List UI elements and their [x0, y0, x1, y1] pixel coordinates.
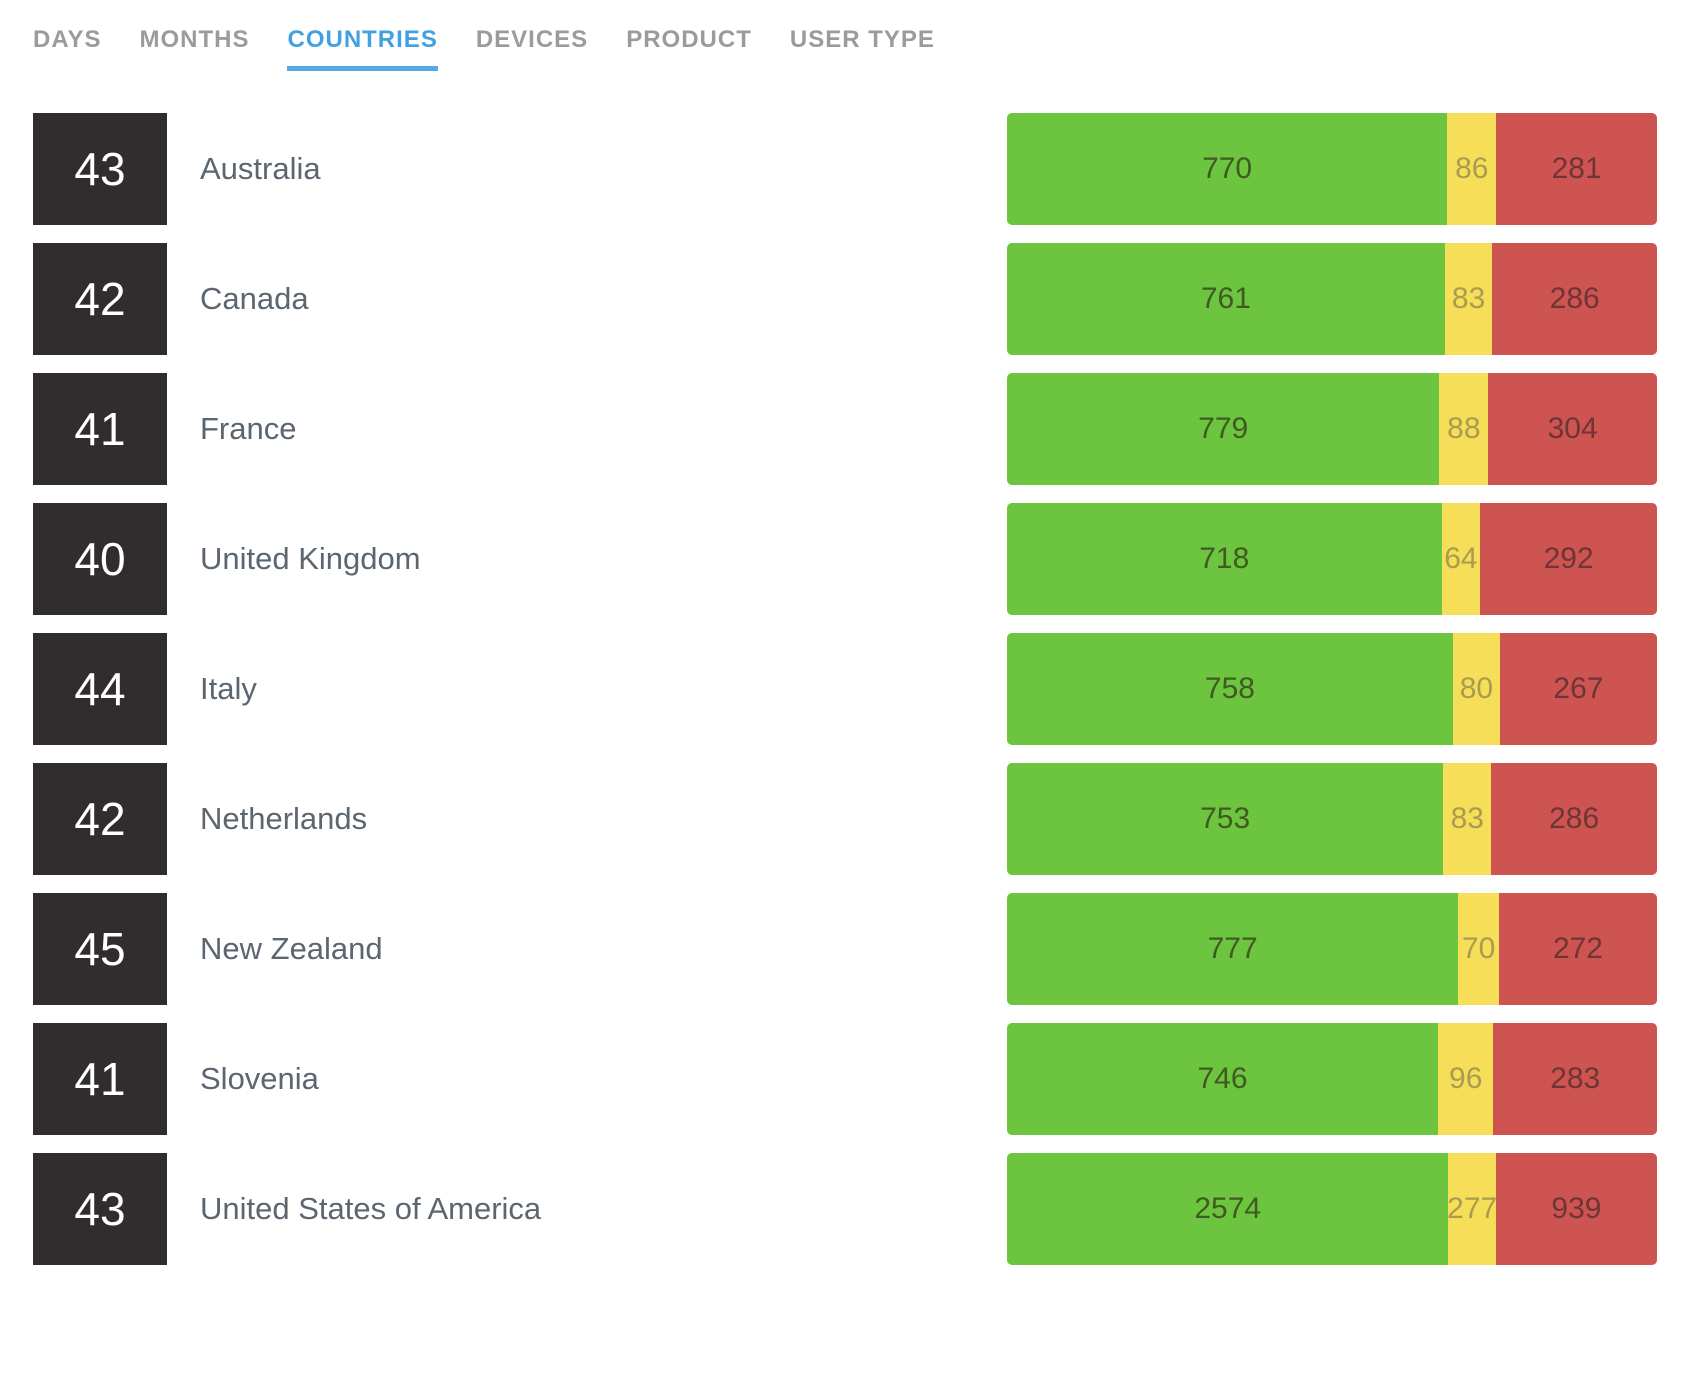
segment-green-value: 770 [1202, 152, 1253, 185]
segment-red: 283 [1493, 1023, 1657, 1135]
segment-red: 272 [1498, 893, 1657, 1005]
rank-badge: 40 [33, 503, 167, 615]
segment-green: 753 [1007, 763, 1444, 875]
segment-yellow-value: 83 [1450, 802, 1484, 835]
segment-yellow-value: 70 [1461, 932, 1496, 965]
segment-yellow: 70 [1458, 893, 1499, 1005]
segment-red-value: 304 [1547, 412, 1598, 445]
segment-yellow-value: 80 [1459, 672, 1494, 705]
rank-badge: 43 [33, 113, 167, 225]
segment-yellow: 88 [1439, 373, 1489, 485]
tab-devices[interactable]: DEVICES [475, 26, 589, 53]
rank-badge: 41 [33, 1023, 167, 1135]
rank-badge: 41 [33, 373, 167, 485]
segment-green: 761 [1007, 243, 1445, 355]
stacked-bar: 779 88 304 [1007, 373, 1657, 485]
segment-red: 292 [1480, 503, 1657, 615]
segment-green: 777 [1007, 893, 1459, 1005]
segment-yellow-value: 86 [1455, 152, 1489, 185]
stacked-bar: 770 86 281 [1007, 113, 1657, 225]
segment-yellow: 83 [1444, 243, 1493, 355]
stacked-bar: 777 70 272 [1007, 893, 1657, 1005]
segment-red-value: 286 [1549, 282, 1600, 315]
segment-red-value: 939 [1551, 1192, 1602, 1225]
table-row: 41 Slovenia 746 96 283 [33, 1023, 1657, 1135]
segment-yellow: 80 [1452, 633, 1500, 745]
segment-red: 286 [1492, 243, 1657, 355]
segment-red-value: 281 [1551, 152, 1602, 185]
segment-red: 304 [1488, 373, 1657, 485]
segment-green: 2574 [1007, 1153, 1449, 1265]
segment-yellow-value: 96 [1449, 1062, 1483, 1095]
table-row: 43 Australia 770 86 281 [33, 113, 1657, 225]
segment-red: 267 [1499, 633, 1657, 745]
segment-yellow-value: 88 [1447, 412, 1481, 445]
country-label: Australia [200, 151, 321, 186]
table-row: 40 United Kingdom 718 64 292 [33, 503, 1657, 615]
rank-badge: 44 [33, 633, 167, 745]
segment-yellow: 83 [1443, 763, 1492, 875]
tab-countries[interactable]: COUNTRIES [287, 26, 438, 71]
table-row: 42 Canada 761 83 286 [33, 243, 1657, 355]
segment-yellow: 96 [1438, 1023, 1494, 1135]
table-row: 45 New Zealand 777 70 272 [33, 893, 1657, 1005]
tab-bar: DAYS MONTHS COUNTRIES DEVICES PRODUCT USER TY… [0, 0, 1686, 71]
country-label: Canada [200, 281, 309, 316]
table-row: 41 France 779 88 304 [33, 373, 1657, 485]
segment-green: 779 [1007, 373, 1440, 485]
segment-yellow-value: 83 [1451, 282, 1486, 315]
country-label: Italy [200, 671, 257, 706]
segment-green-value: 761 [1200, 282, 1251, 315]
segment-red-value: 292 [1543, 542, 1594, 575]
country-label: Slovenia [200, 1061, 319, 1096]
tab-days[interactable]: DAYS [33, 26, 102, 53]
segment-green-value: 758 [1204, 672, 1255, 705]
table-row: 44 Italy 758 80 267 [33, 633, 1657, 745]
country-list: 43 Australia 770 86 281 42 Canada 761 83… [0, 113, 1686, 1265]
segment-red-value: 267 [1553, 672, 1604, 705]
rank-badge: 43 [33, 1153, 167, 1265]
rank-badge: 42 [33, 763, 167, 875]
stacked-bar: 746 96 283 [1007, 1023, 1657, 1135]
segment-yellow-value: 64 [1444, 542, 1478, 575]
segment-green-value: 718 [1199, 542, 1250, 575]
segment-red-value: 272 [1552, 932, 1603, 965]
country-label: Netherlands [200, 801, 368, 836]
segment-green-value: 746 [1197, 1062, 1248, 1095]
country-label: United Kingdom [200, 541, 421, 576]
segment-red: 286 [1491, 763, 1657, 875]
segment-green-value: 2574 [1194, 1192, 1262, 1225]
segment-red-value: 283 [1550, 1062, 1601, 1095]
segment-red-value: 286 [1549, 802, 1600, 835]
table-row: 43 United States of America 2574 277 939 [33, 1153, 1657, 1265]
tab-user-type[interactable]: USER TYPE [789, 26, 935, 53]
segment-green-value: 779 [1198, 412, 1249, 445]
segment-green: 746 [1007, 1023, 1439, 1135]
rank-badge: 42 [33, 243, 167, 355]
tab-product[interactable]: PRODUCT [626, 26, 752, 53]
segment-red: 939 [1495, 1153, 1657, 1265]
segment-yellow: 86 [1447, 113, 1497, 225]
segment-yellow: 277 [1447, 1153, 1498, 1265]
country-label: New Zealand [200, 931, 383, 966]
segment-red: 281 [1496, 113, 1657, 225]
stacked-bar: 761 83 286 [1007, 243, 1657, 355]
segment-green-value: 753 [1200, 802, 1251, 835]
tab-months[interactable]: MONTHS [139, 26, 250, 53]
segment-green: 770 [1007, 113, 1448, 225]
segment-yellow-value: 277 [1447, 1192, 1498, 1225]
segment-yellow: 64 [1441, 503, 1481, 615]
segment-green-value: 777 [1207, 932, 1258, 965]
country-label: France [200, 411, 297, 446]
segment-green: 758 [1007, 633, 1453, 745]
stacked-bar: 718 64 292 [1007, 503, 1657, 615]
segment-green: 718 [1007, 503, 1442, 615]
rank-badge: 45 [33, 893, 167, 1005]
stacked-bar: 753 83 286 [1007, 763, 1657, 875]
table-row: 42 Netherlands 753 83 286 [33, 763, 1657, 875]
stacked-bar: 758 80 267 [1007, 633, 1657, 745]
country-label: United States of America [200, 1191, 542, 1226]
stacked-bar: 2574 277 939 [1007, 1153, 1657, 1265]
